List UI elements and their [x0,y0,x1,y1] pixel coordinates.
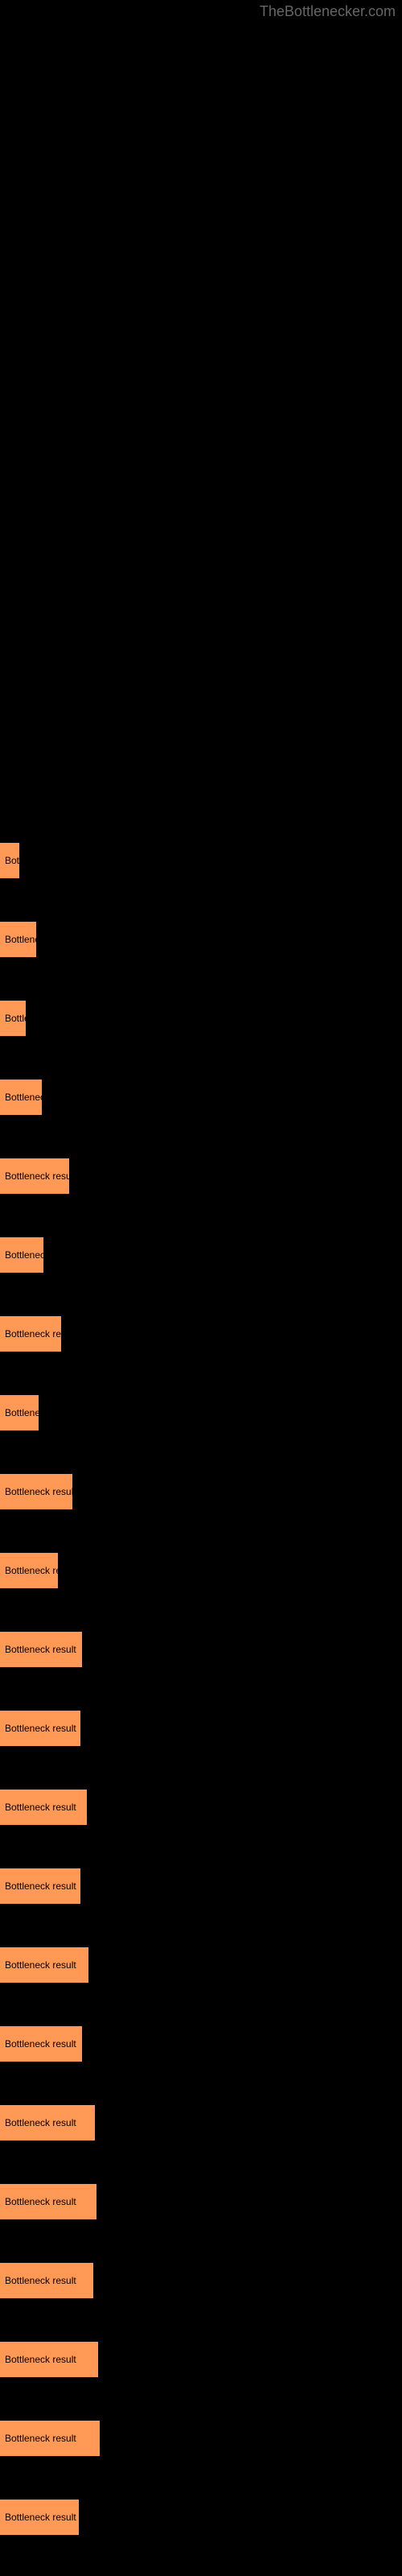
bar: Bottleneck result [0,2421,100,2456]
bar-row: Bottleneck result [0,2320,402,2399]
bar-row: Bottleneck result [0,1531,402,1610]
bar-row: Bottleneck result [0,2083,402,2162]
bar: Bottleneck result [0,1316,61,1352]
bar-row: Bottleneck result [0,1452,402,1531]
bar: Bottleneck result [0,1474,72,1509]
bar-row: Bottleneck result [0,2004,402,2083]
bar: Bottleneck result [0,1158,69,1194]
bar-row: Bottleneck result [0,1373,402,1452]
bar: Bottleneck result [0,2026,82,2062]
bar: Bottleneck result [0,1001,26,1036]
bar-row: Bottleneck result [0,900,402,979]
bar: Bottleneck result [0,1080,42,1115]
bar: Bottleneck result [0,1711,80,1746]
bar-row: Bottleneck result [0,1216,402,1294]
bar: Bottleneck result [0,1237,43,1273]
bar: Bottleneck result [0,2500,79,2535]
bar-row: Bottleneck result [0,2478,402,2557]
bar: Bottleneck result [0,1868,80,1904]
bar: Bottleneck result [0,1947,88,1983]
bar: Bottleneck result [0,1790,87,1825]
bar: Bottleneck result [0,2342,98,2377]
bar-row: Bottleneck result [0,1058,402,1137]
bar-row: Bottleneck result [0,1610,402,1689]
bar-row: Bottleneck result [0,1926,402,2004]
bar-row: Bottleneck result [0,2162,402,2241]
bar: Bottleneck result [0,1553,58,1588]
bar-row: Bottleneck result [0,979,402,1058]
bar-row: Bottleneck result [0,1768,402,1847]
bar: Bottleneck result [0,1632,82,1667]
bar-row: Bottleneck result [0,2399,402,2478]
bar-row: Bottleneck result [0,1137,402,1216]
bar-row: Bottleneck result [0,1294,402,1373]
bar: Bottleneck result [0,2184,96,2219]
bar: Bottleneck result [0,2105,95,2140]
bar: Bottleneck result [0,2263,93,2298]
bar: Bottleneck result [0,922,36,957]
bar-row: Bottleneck result [0,821,402,900]
bar-chart: Bottleneck result Bottleneck result Bottle… [0,821,402,2557]
bar-row: Bottleneck result [0,1847,402,1926]
bar: Bottleneck result [0,1395,39,1430]
bar-row: Bottleneck result [0,1689,402,1768]
bar-row: Bottleneck result [0,2241,402,2320]
watermark-text: TheBottlenecker.com [260,3,396,20]
bar: Bottleneck result [0,843,19,878]
